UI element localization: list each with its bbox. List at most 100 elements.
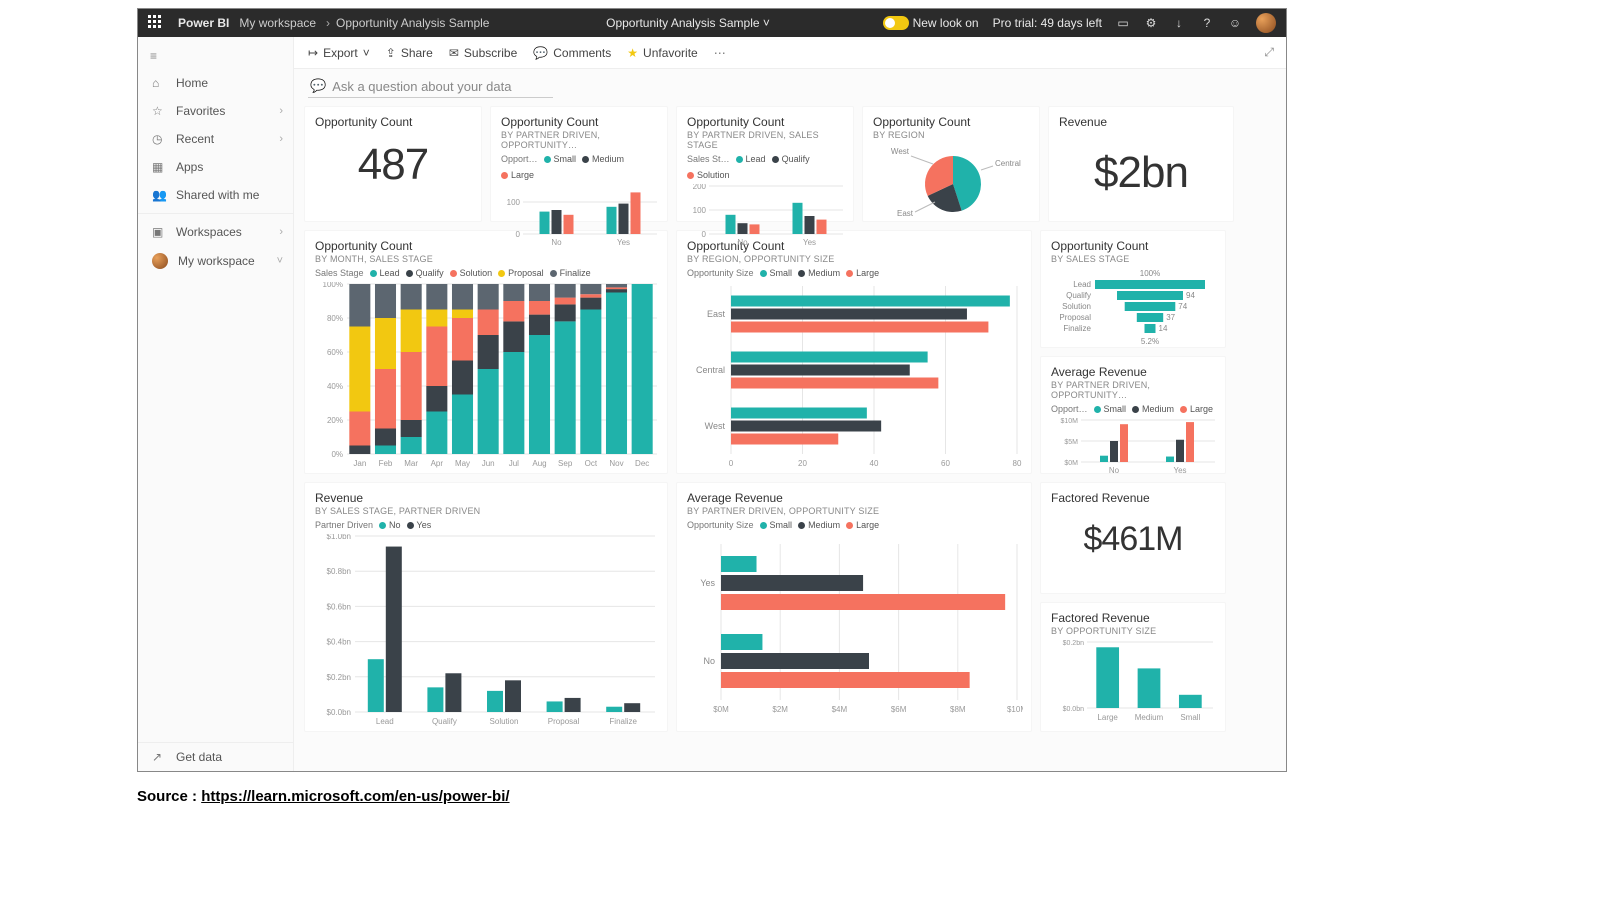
report-title-dropdown[interactable]: Opportunity Analysis Sample ˅ [606, 16, 770, 30]
svg-text:No: No [703, 656, 715, 666]
tile-revenue-stage-partner[interactable]: Revenue BY SALES STAGE, PARTNER DRIVEN P… [304, 482, 668, 732]
app-window: Power BI My workspace › Opportunity Anal… [137, 8, 1287, 772]
tile-opp-count-month-stage[interactable]: Opportunity Count BY MONTH, SALES STAGE … [304, 230, 668, 474]
svg-text:Jun: Jun [482, 459, 495, 468]
user-avatar[interactable] [1256, 13, 1276, 33]
chart-svg: 0%20%40%60%80%100%JanFebMarAprMayJunJulA… [315, 282, 659, 468]
export-button[interactable]: ↦Export ˅ [308, 46, 370, 60]
svg-text:Oct: Oct [585, 459, 598, 468]
breadcrumb-workspace[interactable]: My workspace [239, 16, 316, 30]
chart-svg: $0M$5M$10MNoYes [1051, 418, 1217, 474]
svg-text:Small: Small [1180, 713, 1200, 722]
feedback-smile-icon[interactable]: ☺ [1228, 16, 1242, 30]
svg-text:94: 94 [1186, 291, 1195, 300]
legend: Opport…SmallMediumLarge [1051, 404, 1215, 414]
svg-text:$1.0bn: $1.0bn [327, 534, 351, 541]
chevron-down-icon: ˅ [277, 255, 283, 267]
svg-text:West: West [705, 421, 726, 431]
chart-svg: $0M$2M$4M$6M$8M$10MYesNo [687, 534, 1023, 714]
subscribe-button[interactable]: ✉Subscribe [449, 46, 517, 60]
main-content: ↦Export ˅ ⇪Share ✉Subscribe 💬Comments ★U… [294, 37, 1286, 771]
nav-shared[interactable]: 👥Shared with me [138, 181, 293, 209]
svg-text:60%: 60% [327, 348, 343, 357]
share-icon: ⇪ [386, 46, 396, 60]
chevron-right-icon: › [326, 16, 330, 30]
chat-icon: 💬 [310, 78, 326, 94]
svg-text:Nov: Nov [609, 459, 623, 468]
apps-icon: ▦ [152, 160, 166, 174]
present-icon[interactable]: ▭ [1116, 16, 1130, 30]
unfavorite-button[interactable]: ★Unfavorite [627, 46, 697, 60]
legend: Sales StageLeadQualifySolutionProposalFi… [315, 268, 657, 278]
tile-avg-revenue-partner-size[interactable]: Average Revenue BY PARTNER DRIVEN, OPPOR… [676, 482, 1032, 732]
tile-opp-count-region-size[interactable]: Opportunity Count BY REGION, OPPORTUNITY… [676, 230, 1032, 474]
svg-text:Mar: Mar [404, 459, 418, 468]
nav-my-workspace[interactable]: My workspace˅ [138, 246, 293, 276]
settings-gear-icon[interactable]: ⚙ [1144, 16, 1158, 30]
svg-text:Lead: Lead [1073, 280, 1091, 289]
svg-text:Aug: Aug [532, 459, 546, 468]
svg-text:$5M: $5M [1064, 439, 1078, 446]
chevron-down-icon: ˅ [763, 16, 770, 30]
svg-text:$0.0bn: $0.0bn [1063, 706, 1085, 713]
svg-text:$0.2bn: $0.2bn [327, 673, 351, 682]
new-look-toggle[interactable]: New look on [883, 16, 979, 31]
breadcrumb-report[interactable]: Opportunity Analysis Sample [336, 16, 489, 30]
nav-collapse-icon[interactable]: ≡ [138, 43, 293, 69]
chevron-down-icon: ˅ [363, 46, 370, 60]
source-link[interactable]: https://learn.microsoft.com/en-us/power-… [201, 788, 509, 805]
tile-opp-count-partner-stage[interactable]: Opportunity Count BY PARTNER DRIVEN, SAL… [676, 106, 854, 222]
app-launcher-icon[interactable] [148, 15, 164, 31]
comments-button[interactable]: 💬Comments [533, 46, 611, 60]
svg-text:100: 100 [693, 206, 707, 215]
nav-get-data[interactable]: ↗Get data [138, 743, 293, 771]
svg-text:No: No [1109, 466, 1120, 474]
help-icon[interactable]: ? [1200, 16, 1214, 30]
svg-text:40: 40 [870, 459, 879, 468]
nav-apps[interactable]: ▦Apps [138, 153, 293, 181]
svg-text:$0.8bn: $0.8bn [327, 567, 351, 576]
tile-opp-count-card[interactable]: Opportunity Count 487 [304, 106, 482, 222]
svg-text:Finalize: Finalize [1063, 324, 1091, 333]
svg-text:$0.6bn: $0.6bn [327, 602, 351, 611]
svg-text:Yes: Yes [803, 238, 816, 246]
tile-revenue-card[interactable]: Revenue $2bn [1048, 106, 1234, 222]
svg-text:Feb: Feb [379, 459, 393, 468]
fullscreen-icon[interactable]: ⤢ [1264, 45, 1274, 60]
comment-icon: 💬 [533, 46, 548, 60]
tile-factored-revenue-card[interactable]: Factored Revenue $461M [1040, 482, 1226, 594]
svg-text:$10M: $10M [1060, 418, 1078, 425]
chevron-right-icon: › [279, 133, 283, 145]
nav-home[interactable]: ⌂Home [138, 69, 293, 97]
tile-factored-revenue-size[interactable]: Factored Revenue BY OPPORTUNITY SIZE $0.… [1040, 602, 1226, 732]
svg-text:$4M: $4M [832, 705, 848, 714]
svg-text:0%: 0% [331, 450, 343, 459]
svg-text:0: 0 [702, 230, 707, 239]
star-icon: ☆ [152, 104, 166, 118]
svg-text:20: 20 [798, 459, 807, 468]
qna-input[interactable]: 💬Ask a question about your data [308, 75, 553, 98]
svg-text:Sep: Sep [558, 459, 573, 468]
svg-text:Qualify: Qualify [432, 717, 457, 726]
home-icon: ⌂ [152, 76, 166, 90]
svg-text:80%: 80% [327, 314, 343, 323]
nav-workspaces[interactable]: ▣Workspaces› [138, 218, 293, 246]
share-button[interactable]: ⇪Share [386, 46, 433, 60]
svg-text:$6M: $6M [891, 705, 907, 714]
tile-avg-revenue-partner-small[interactable]: Average Revenue BY PARTNER DRIVEN, OPPOR… [1040, 356, 1226, 474]
nav-favorites[interactable]: ☆Favorites› [138, 97, 293, 125]
nav-recent[interactable]: ◷Recent› [138, 125, 293, 153]
svg-text:$10M: $10M [1007, 705, 1023, 714]
download-icon[interactable]: ↓ [1172, 16, 1186, 30]
tile-opp-count-region-pie[interactable]: Opportunity Count BY REGION WestCentralE… [862, 106, 1040, 222]
svg-text:20%: 20% [327, 416, 343, 425]
tile-opp-count-partner-size[interactable]: Opportunity Count BY PARTNER DRIVEN, OPP… [490, 106, 668, 222]
svg-text:East: East [897, 209, 914, 218]
global-header: Power BI My workspace › Opportunity Anal… [138, 9, 1286, 37]
legend: Opport…SmallMediumLarge [501, 154, 657, 180]
trial-status: Pro trial: 49 days left [993, 16, 1102, 30]
tile-opp-count-funnel[interactable]: Opportunity Count BY SALES STAGE 100%Lea… [1040, 230, 1226, 348]
people-icon: 👥 [152, 188, 166, 202]
svg-text:$2M: $2M [772, 705, 788, 714]
more-actions-button[interactable]: ⋯ [714, 46, 727, 60]
